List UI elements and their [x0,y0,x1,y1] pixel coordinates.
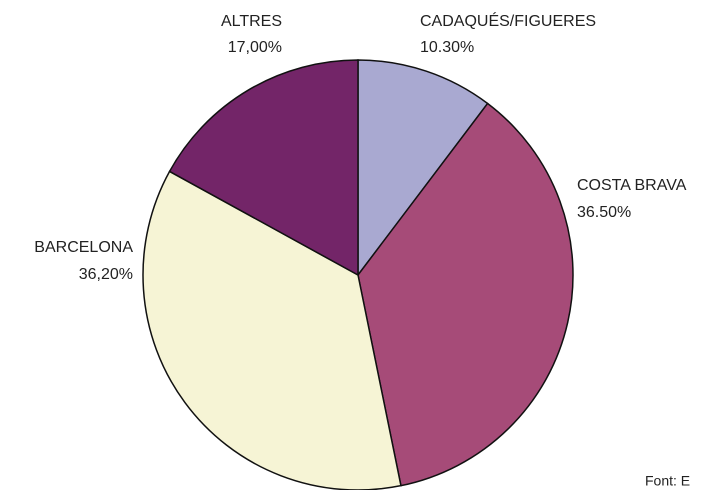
source: Font: E [645,473,690,489]
pie-slice [357,59,489,278]
slice-value-label: 17,00% [228,39,282,56]
slice-label: BARCELONA [34,239,133,256]
slice-label: COSTA BRAVA [577,177,687,194]
slice-label: ALTRES [221,13,282,30]
pie-slice [168,59,359,277]
slice-value-label: 10.30% [420,39,474,56]
slice-label: CADAQUÉS/FIGUERES [420,11,596,30]
slice-value-label: 36,20% [79,266,133,283]
pie-slice [357,102,574,487]
slice-value-label: 36.50% [577,204,631,221]
pie-slice [142,170,402,490]
